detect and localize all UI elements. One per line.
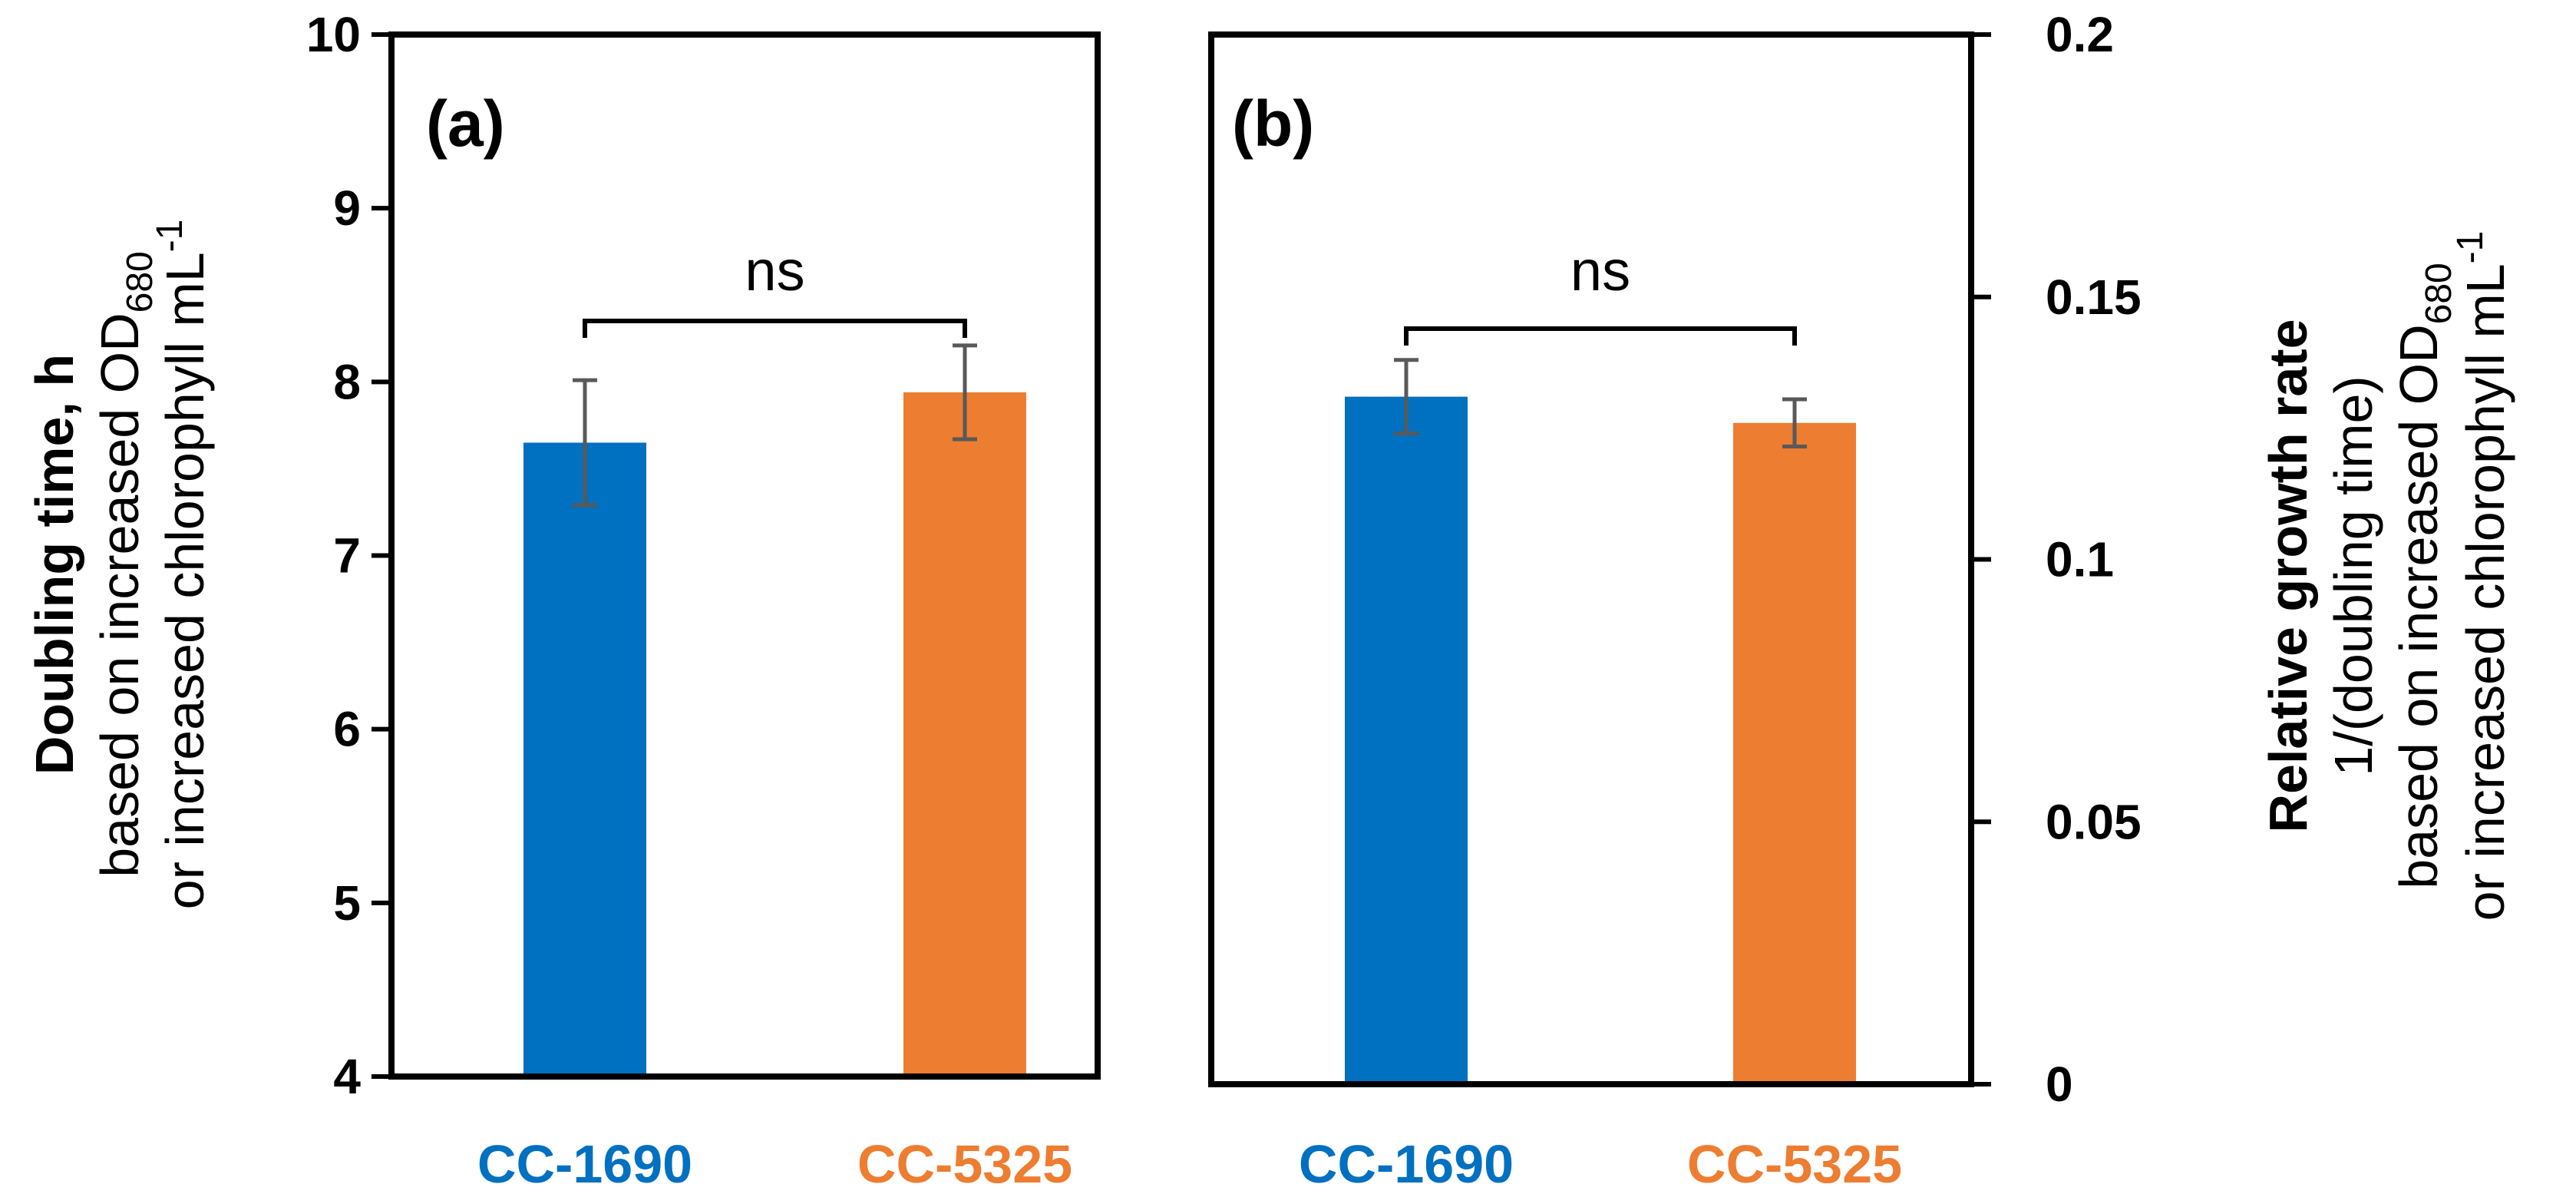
y-tick-label: 5 — [333, 875, 361, 931]
y-axis-title-right-line1: Relative growth rate — [2258, 319, 2318, 832]
significance-label: ns — [745, 239, 804, 303]
y-axis-title-right-line2-part0: 1/(doubling time) — [2323, 375, 2383, 776]
y-tick-label: 6 — [333, 702, 361, 757]
y-tick-label: 9 — [333, 180, 361, 236]
chart-panel-a: 4 5 6 7 8 9 10 (a) ns CC-1690 CC-5325 — [306, 7, 1101, 1194]
y-tick-label: 0.1 — [2046, 532, 2114, 587]
y-axis-title-left-line3: or increased chlorophyll mL-1 — [150, 220, 215, 910]
y-axis-title-right: Relative growth rate 1/(doubling time) bas… — [2258, 231, 2515, 921]
y-axis-title-left-line3-part1: -1 — [150, 220, 190, 253]
y-axis-title-right-line4-part1: -1 — [2450, 231, 2491, 264]
category-label: CC-1690 — [1299, 1134, 1514, 1194]
y-tick-label: 8 — [333, 354, 361, 409]
y-axis-title-right-line2: 1/(doubling time) — [2323, 375, 2383, 776]
panel-label: (b) — [1232, 88, 1314, 160]
panel-label: (a) — [426, 88, 505, 160]
y-axis-title-left-line1-part0: Doubling time, h — [25, 354, 84, 775]
y-axis-title-right-line4-part0: or increased chlorophyll mL — [2455, 263, 2515, 921]
significance-bracket — [583, 319, 967, 338]
y-tick-label: 10 — [306, 7, 361, 62]
y-tick-label: 0.15 — [2046, 270, 2142, 325]
y-axis-title-right-line3-part0: based on increased OD — [2389, 324, 2449, 888]
category-label: CC-5325 — [857, 1134, 1072, 1194]
y-tick-label: 0 — [2046, 1057, 2073, 1112]
y-axis-title-left: Doubling time, h based on increased OD680… — [25, 220, 215, 910]
category-label: CC-1690 — [477, 1134, 692, 1194]
y-axis-title-left-line2: based on increased OD680 — [90, 251, 160, 878]
y-tick-label: 7 — [333, 528, 361, 584]
significance-label: ns — [1570, 239, 1630, 303]
y-tick-label: 4 — [333, 1049, 361, 1104]
bar-cc-1690 — [1345, 396, 1468, 1084]
y-axis-title-right-line1-part0: Relative growth rate — [2258, 319, 2318, 832]
category-label: CC-5325 — [1687, 1134, 1902, 1194]
significance-bracket — [1404, 326, 1797, 346]
bar-cc-1690 — [523, 442, 646, 1077]
y-axis-title-left-line1: Doubling time, h — [25, 354, 84, 775]
y-axis-title-right-line3-part1: 680 — [2419, 263, 2459, 324]
bar-cc-5325 — [1733, 422, 1856, 1084]
chart-panel-b: 0 0.05 0.1 0.15 0.2 (b) ns CC-1690 CC-5325 — [1208, 7, 2142, 1194]
y-axis-title-right-line3: based on increased OD680 — [2389, 263, 2459, 889]
y-axis-title-left-line2-part0: based on increased OD — [90, 313, 150, 877]
plot-frame — [1208, 31, 1974, 1087]
y-axis-title-left-line3-part0: or increased chlorophyll mL — [155, 252, 215, 909]
y-axis-title-left-line2-part1: 680 — [120, 251, 160, 313]
y-tick-label: 0.2 — [2046, 7, 2114, 62]
y-axis-title-right-line4: or increased chlorophyll mL-1 — [2450, 231, 2515, 921]
y-tick-label: 0.05 — [2046, 794, 2142, 849]
bar-cc-5325 — [903, 392, 1026, 1077]
